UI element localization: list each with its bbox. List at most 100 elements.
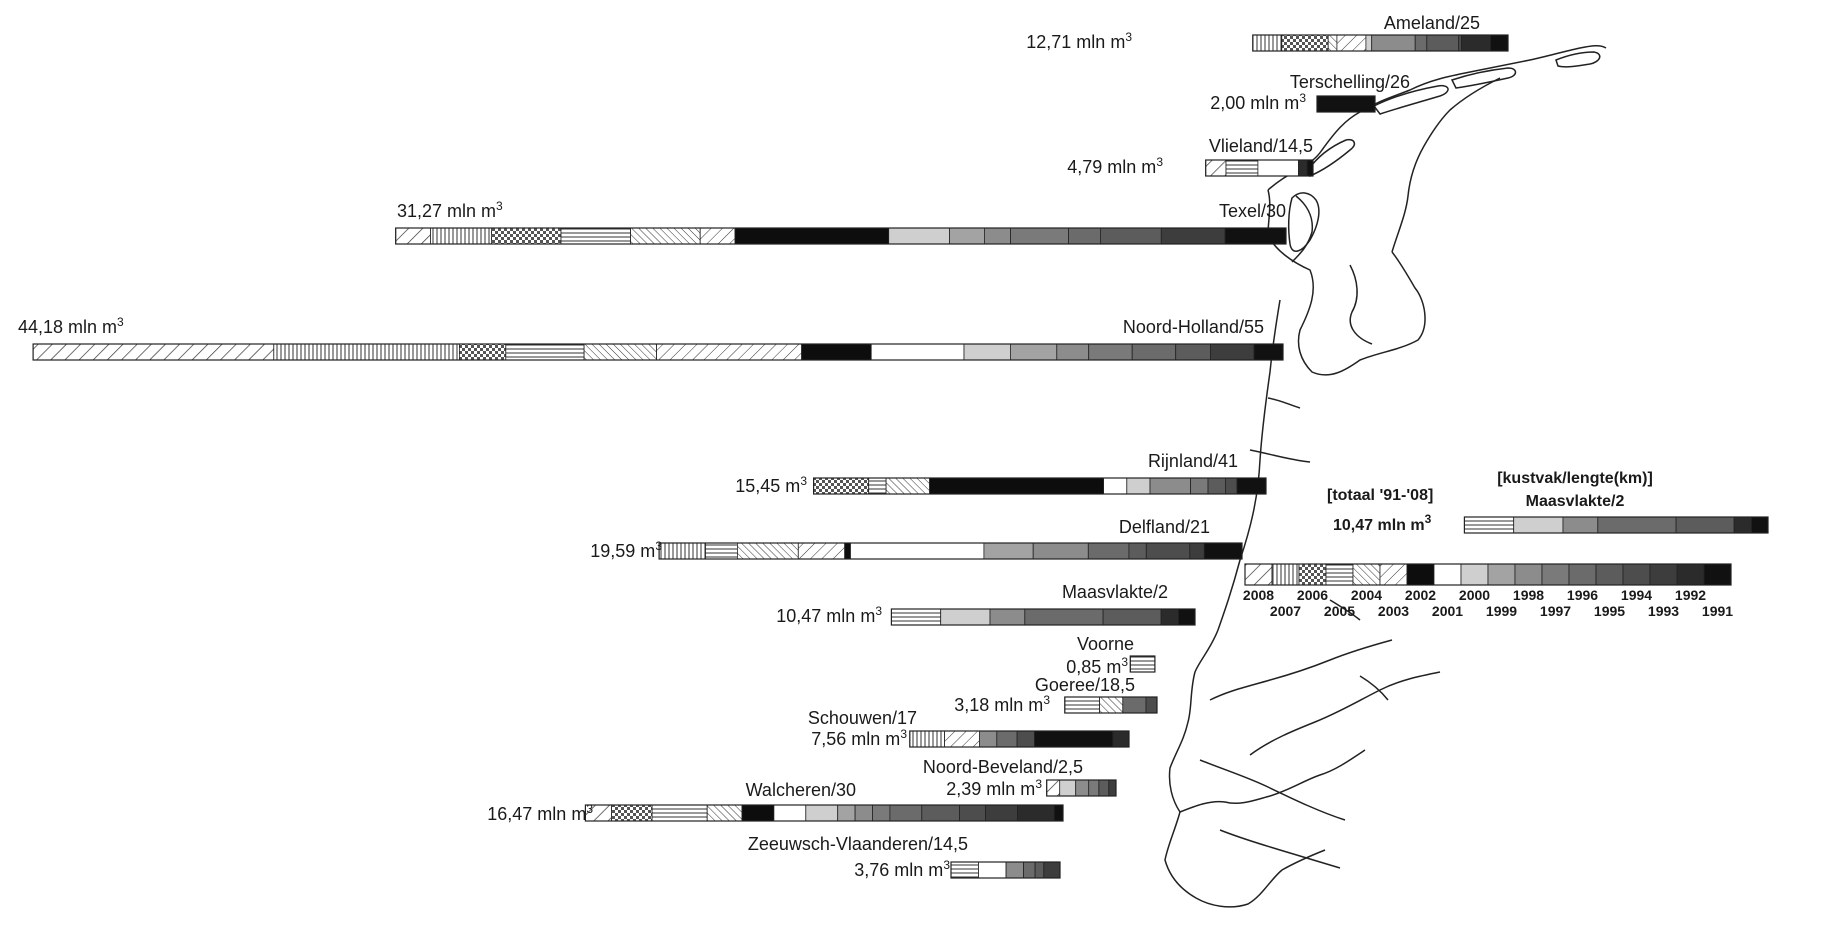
bar-segment-1995 xyxy=(1100,227,1162,245)
legend-year-label: 1991 xyxy=(1702,603,1733,619)
section-total-label: 15,45 m3 xyxy=(735,474,807,496)
legend-example-segment xyxy=(1562,516,1599,534)
bar-segment-1991 xyxy=(1316,95,1376,113)
bar-segment-2005 xyxy=(505,343,585,361)
bar-segment-1994 xyxy=(1016,730,1035,748)
bar-texel-30 xyxy=(395,227,1287,245)
bar-segment-2003 xyxy=(944,730,980,748)
bar-segment-2007 xyxy=(909,730,945,748)
legend-example-name: Maasvlakte/2 xyxy=(1526,493,1625,510)
bar-segment-1995 xyxy=(1098,779,1110,797)
legend-year-label: 1996 xyxy=(1567,587,1598,603)
bar-segment-1991 xyxy=(1034,730,1114,748)
bar-segment-2008 xyxy=(1046,779,1061,797)
legend-example-outline xyxy=(1463,516,1769,534)
bar-segment-1996 xyxy=(1087,542,1130,560)
bar-segment-2005 xyxy=(950,861,979,879)
bar-segment-2008 xyxy=(395,227,431,245)
bar-segment-1997 xyxy=(1088,779,1100,797)
bar-segment-2000 xyxy=(1059,779,1077,797)
bar-rijnland-41 xyxy=(812,477,1267,495)
bar-segment-2001 xyxy=(1103,477,1128,495)
bar-segment-1993 xyxy=(1160,227,1226,245)
bar-segment-1991 xyxy=(1253,343,1284,361)
legend-swatch-1992 xyxy=(1676,563,1705,586)
bar-segment-1993 xyxy=(1210,343,1255,361)
legend-swatch-1998 xyxy=(1514,563,1543,586)
bar-segment-1992 xyxy=(1160,608,1179,626)
legend-swatch-2000 xyxy=(1460,563,1489,586)
bar-segment-2003 xyxy=(656,343,802,361)
coastline-map xyxy=(1164,44,1607,908)
bar-segment-1991 xyxy=(1224,227,1287,245)
legend-swatch-2002 xyxy=(1406,563,1435,586)
bar-segment-2005 xyxy=(1225,159,1259,177)
bar-segment-2006 xyxy=(611,804,653,822)
bar-segment-2005 xyxy=(651,804,708,822)
section-total-label: 2,00 mln m3 xyxy=(1210,91,1306,113)
bar-segment-2004 xyxy=(737,542,799,560)
bar-segment-2000 xyxy=(888,227,951,245)
legend-year-label: 1998 xyxy=(1513,587,1544,603)
bar-segment-2000 xyxy=(940,608,991,626)
legend-swatch-2004 xyxy=(1352,563,1381,586)
bar-segment-1999 xyxy=(949,227,985,245)
legend-example-segment xyxy=(1675,516,1735,534)
bar-segment-1997 xyxy=(1010,227,1069,245)
section-total-label: 19,59 m3 xyxy=(590,539,662,561)
bar-segment-1997 xyxy=(1190,477,1209,495)
section-name-label: Noord-Beveland/2,5 xyxy=(923,757,1083,777)
legend-swatch-1996 xyxy=(1568,563,1597,586)
bar-segment-2004 xyxy=(1099,696,1124,714)
bar-segment-1994 xyxy=(959,804,987,822)
bar-segment-2006 xyxy=(1281,34,1329,52)
section-name-label: Texel/30 xyxy=(1219,201,1286,221)
bar-segment-1996 xyxy=(1414,34,1428,52)
bar-segment-2004 xyxy=(1327,34,1338,52)
legend-example-segment xyxy=(1597,516,1677,534)
section-total-label: 4,79 mln m3 xyxy=(1067,155,1163,177)
bar-segment-1998 xyxy=(1056,343,1090,361)
bar-segment-1998 xyxy=(1371,34,1416,52)
section-name-label: Schouwen/17 xyxy=(808,708,917,728)
bar-outline xyxy=(1064,696,1158,714)
section-total-label: 16,47 mln m3 xyxy=(487,802,593,824)
bar-noord-holland-55 xyxy=(32,343,1284,361)
legend: 2008 2006 2004 2002 2000 1998 1996 1994 1992 2007… xyxy=(1243,470,1769,619)
bar-segment-1996 xyxy=(996,730,1018,748)
bar-segment-1993 xyxy=(985,804,1018,822)
bar-segment-1991 xyxy=(1306,159,1314,177)
legend-example-total: 10,47 mln m3 xyxy=(1333,512,1432,534)
bar-segment-1993 xyxy=(1189,542,1205,560)
legend-year-label: 2005 xyxy=(1324,603,1355,619)
legend-swatch-1995 xyxy=(1595,563,1624,586)
bar-segment-2006 xyxy=(458,343,507,361)
bar-noord-beveland-2-5 xyxy=(1046,779,1117,797)
bar-goeree-18-5 xyxy=(1064,696,1158,714)
bar-vlieland-14-5 xyxy=(1205,159,1314,177)
legend-year-label: 1999 xyxy=(1486,603,1517,619)
bar-segment-1999 xyxy=(1010,343,1058,361)
bar-segment-1998 xyxy=(979,730,998,748)
legend-swatch-2003 xyxy=(1379,563,1408,586)
bar-outline xyxy=(1316,95,1376,113)
legend-swatch-2005 xyxy=(1325,563,1354,586)
bar-segment-2000 xyxy=(1126,477,1151,495)
bars-layer xyxy=(32,34,1509,879)
legend-year-label: 1992 xyxy=(1675,587,1706,603)
bar-segment-1995 xyxy=(1034,861,1045,879)
bar-segment-1991 xyxy=(1203,542,1243,560)
bar-segment-2005 xyxy=(1064,696,1101,714)
legend-example-segment xyxy=(1751,516,1769,534)
bar-outline xyxy=(32,343,1284,361)
bar-segment-2008 xyxy=(32,343,275,361)
bar-segment-1993 xyxy=(1043,861,1061,879)
bar-segment-2002 xyxy=(801,343,872,361)
bar-segment-1991 xyxy=(1178,608,1196,626)
bar-segment-2001 xyxy=(773,804,807,822)
bar-segment-1995 xyxy=(1128,542,1147,560)
bar-outline xyxy=(890,608,1196,626)
bar-segment-1998 xyxy=(1075,779,1090,797)
bar-segment-1999 xyxy=(983,542,1034,560)
bar-delfland-21 xyxy=(658,542,1243,560)
